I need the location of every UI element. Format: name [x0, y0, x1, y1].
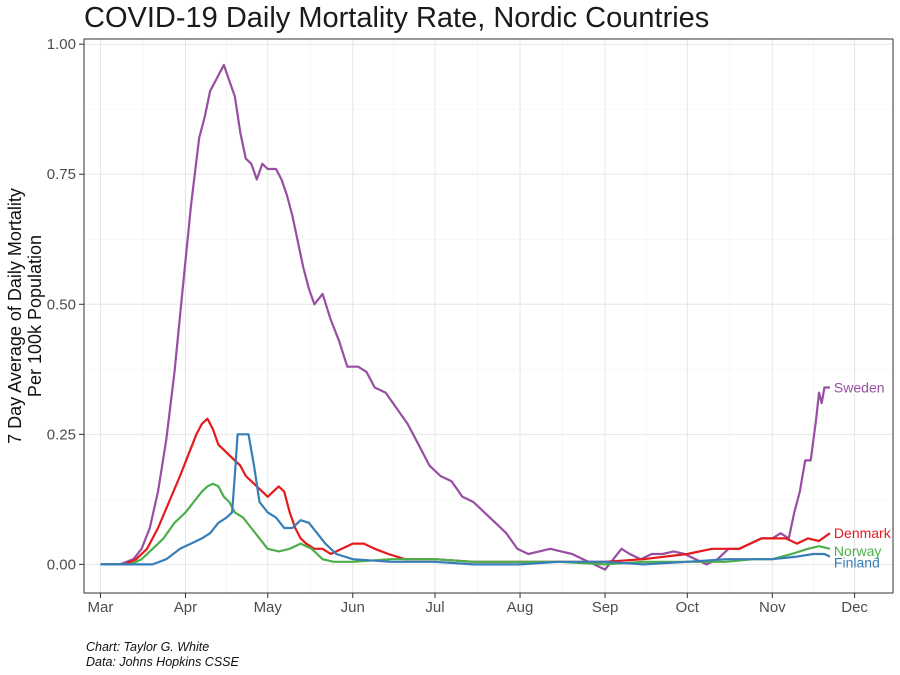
x-tick-label: Oct: [676, 599, 700, 616]
denmark-label: Denmark: [834, 525, 892, 541]
denmark-line: [100, 417, 831, 566]
finland-label: Finland: [834, 555, 880, 571]
x-tick-label: Jun: [341, 599, 365, 616]
chart-title: COVID-19 Daily Mortality Rate, Nordic Co…: [84, 2, 710, 34]
y-tick-label: 0.50: [47, 296, 76, 313]
minor-gridlines: [84, 39, 893, 593]
x-tick-label: Aug: [507, 599, 534, 616]
x-tick-label: Sep: [592, 599, 619, 616]
caption-author: Chart: Taylor G. White: [86, 640, 210, 654]
x-tick-label: Nov: [759, 599, 786, 616]
y-axis-title-line2: Per 100k Population: [25, 235, 45, 397]
panel-border: [83, 38, 894, 594]
y-tick-label: 0.00: [47, 556, 76, 573]
series-lines: [100, 63, 831, 571]
norway-line: [100, 482, 831, 566]
y-tick-labels: 0.00 0.25 0.50 0.75 1.00: [47, 36, 76, 573]
x-tick-label: Dec: [841, 599, 868, 616]
x-tick-label: Jul: [425, 599, 444, 616]
finland-line: [100, 433, 831, 566]
caption-source: Data: Johns Hopkins CSSE: [86, 655, 239, 669]
y-tick-label: 1.00: [47, 36, 76, 53]
axis-ticks: [79, 43, 856, 598]
sweden-label: Sweden: [834, 380, 885, 396]
y-tick-label: 0.75: [47, 166, 76, 183]
sweden-line: [100, 63, 830, 571]
x-tick-label: Apr: [174, 599, 197, 616]
y-tick-label: 0.25: [47, 426, 76, 443]
x-tick-label: May: [254, 599, 283, 616]
norway-label: Norway: [834, 543, 881, 559]
x-tick-label: Mar: [88, 599, 114, 616]
x-tick-labels: Mar Apr May Jun Jul Aug Sep Oct Nov Dec: [88, 599, 869, 616]
y-axis-title-line1: 7 Day Average of Daily Mortality: [5, 188, 25, 444]
major-gridlines: [84, 39, 893, 593]
